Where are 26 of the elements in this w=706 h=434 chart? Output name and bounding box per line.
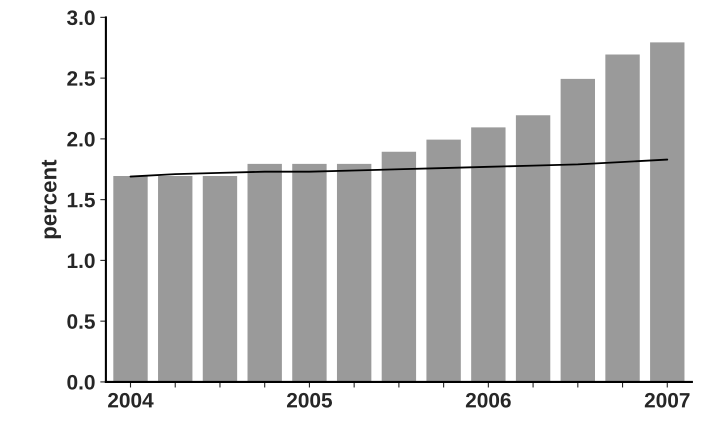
y-tick-label: 3.0	[67, 10, 95, 26]
y-axis-title: percent	[42, 160, 61, 238]
bar	[112, 174, 150, 382]
x-tick-label: 2005	[286, 392, 332, 408]
y-tick-label: 1.5	[68, 192, 95, 208]
bar	[201, 174, 239, 382]
y-tick-label: 0.5	[67, 314, 95, 329]
y-tick-label: 0.0	[67, 374, 95, 390]
bar	[380, 150, 418, 382]
line-series	[130, 158, 668, 178]
bar	[514, 114, 552, 382]
bar	[648, 40, 686, 382]
bar	[425, 138, 462, 382]
y-tick-label: 2.0	[67, 132, 95, 147]
y-tick-label: 2.5	[67, 71, 95, 86]
bar	[290, 162, 328, 382]
x-tick-label: 2004	[108, 392, 154, 408]
bar	[336, 162, 373, 382]
x-tick-label: 2006	[466, 392, 511, 408]
bar	[559, 77, 596, 382]
bar	[246, 162, 284, 382]
bar	[156, 174, 194, 382]
bar	[604, 53, 642, 382]
x-tick-label: 2007	[644, 392, 690, 408]
bar	[470, 126, 507, 382]
y-tick-label: 1.0	[68, 253, 95, 268]
